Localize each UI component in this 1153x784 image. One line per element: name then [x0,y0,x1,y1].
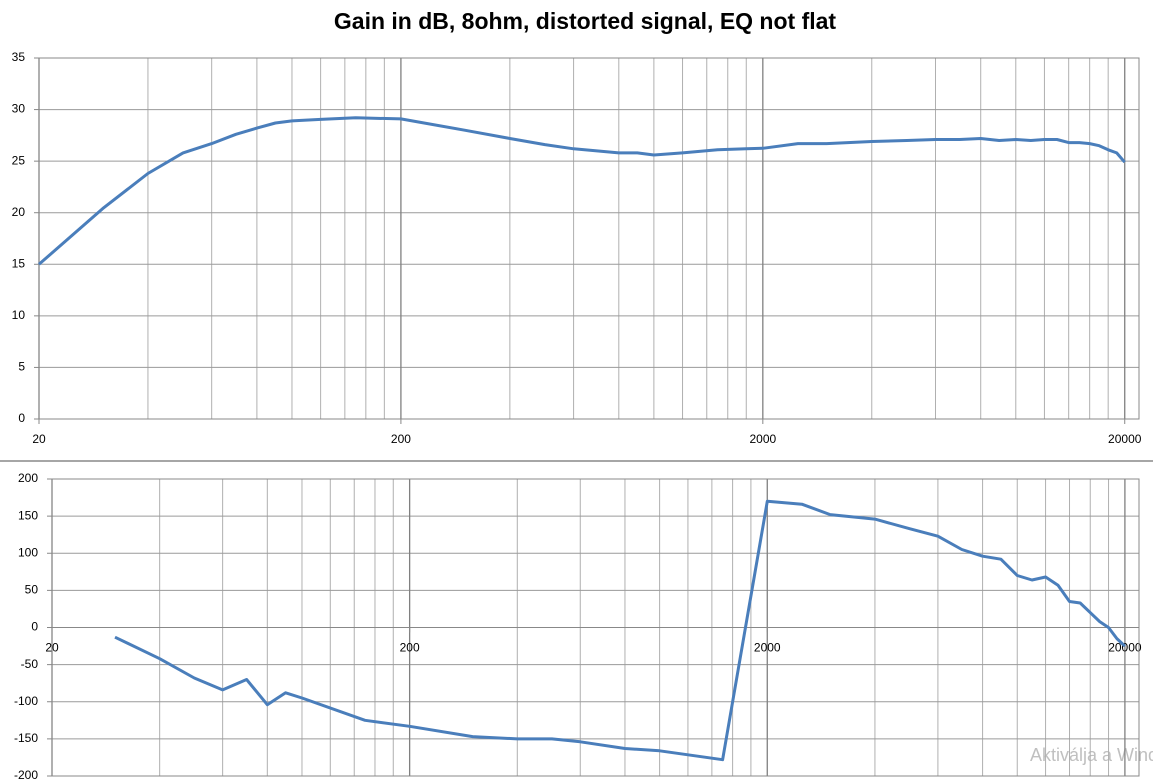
x-tick-label: 20000 [1108,432,1142,446]
y-tick-label: 0 [18,411,25,425]
watermark: Aktiválja a Windows [1030,745,1153,765]
y-tick-label: -100 [14,694,38,708]
y-tick-label: 5 [18,360,25,374]
data-line [38,116,1126,266]
y-tick-label: 30 [12,102,26,116]
y-tick-label: -200 [14,768,38,782]
y-tick-label: 15 [12,256,26,270]
x-tick-label: 200 [400,641,420,655]
chart-title: Gain in dB, 8ohm, distorted signal, EQ n… [334,8,837,34]
y-tick-label: 200 [18,471,38,485]
y-tick-label: 100 [18,545,38,559]
y-tick-label: 20 [12,205,26,219]
y-tick-label: 50 [25,583,39,597]
x-tick-label: 20 [32,432,46,446]
y-tick-label: 0 [31,620,38,634]
y-tick-label: 150 [18,508,38,522]
data-line [114,499,1126,762]
x-tick-label: 2000 [749,432,776,446]
plot-border [38,57,1140,420]
y-tick-label: -50 [21,657,39,671]
x-tick-label: 2000 [754,641,781,655]
y-tick-label: -150 [14,731,38,745]
x-tick-label: 200 [391,432,411,446]
y-tick-label: 25 [12,153,26,167]
y-tick-label: 35 [12,50,26,64]
x-tick-label: 20000 [1108,641,1142,655]
y-tick-label: 10 [12,308,26,322]
